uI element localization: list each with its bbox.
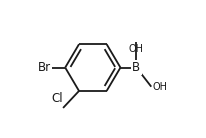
Text: Cl: Cl — [52, 92, 63, 105]
Text: Br: Br — [38, 61, 51, 74]
Text: OH: OH — [129, 44, 144, 54]
Text: B: B — [132, 61, 140, 74]
Text: OH: OH — [152, 82, 167, 92]
